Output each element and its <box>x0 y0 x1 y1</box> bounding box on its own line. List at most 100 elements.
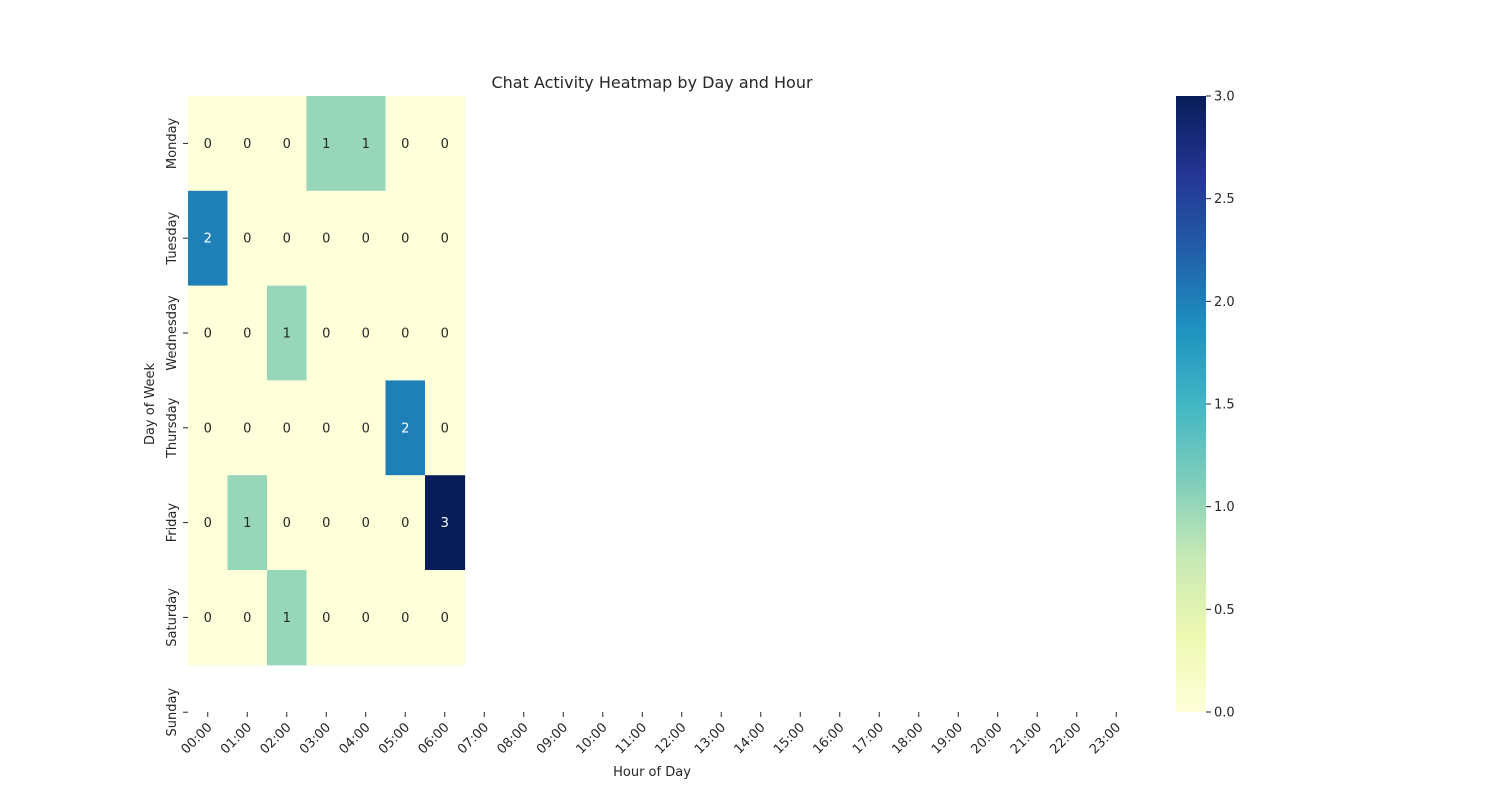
heatmap-cell <box>425 190 466 287</box>
heatmap-cell <box>267 190 308 287</box>
cell-value-label: 0 <box>243 327 251 342</box>
x-tick-label: 22:00 <box>1047 720 1084 757</box>
colorbar-tick-label: 3.0 <box>1214 90 1235 105</box>
x-tick-label: 05:00 <box>376 720 413 757</box>
cell-value-label: 0 <box>322 232 330 247</box>
heatmap-cell <box>267 570 308 666</box>
heatmap-cell <box>227 190 268 287</box>
colorbar-tick-label: 0.5 <box>1214 603 1235 618</box>
cell-value-label: 0 <box>441 421 449 436</box>
x-tick-label: 23:00 <box>1087 720 1124 757</box>
cell-value-label: 0 <box>401 611 409 626</box>
cell-value-label: 0 <box>441 232 449 247</box>
cell-value-label: 0 <box>204 611 212 626</box>
y-tick-label: Thursday <box>165 397 180 459</box>
colorbar-gradient <box>1176 96 1206 712</box>
heatmap-cell <box>306 190 347 287</box>
heatmap-cell <box>346 570 387 666</box>
x-tick-label: 00:00 <box>178 720 215 757</box>
heatmap-cell <box>306 285 347 381</box>
x-tick-label: 14:00 <box>731 720 768 757</box>
cell-value-label: 1 <box>283 327 291 342</box>
heatmap-cell <box>385 380 426 476</box>
cell-value-label: 0 <box>401 327 409 342</box>
heatmap-cell <box>346 285 387 381</box>
colorbar: 0.0 0.5 1.0 1.5 2.0 2.5 3.0 <box>1176 90 1235 721</box>
heatmap-cell <box>267 96 308 192</box>
heatmap-cell <box>267 380 308 476</box>
x-tick-label: 10:00 <box>573 720 610 757</box>
cell-value-label: 0 <box>204 516 212 531</box>
x-tick-label: 09:00 <box>534 720 571 757</box>
heatmap-cell <box>227 96 268 192</box>
colorbar-ticks: 0.0 0.5 1.0 1.5 2.0 2.5 3.0 <box>1206 90 1235 721</box>
heatmap-cell <box>188 380 229 476</box>
heatmap-cell <box>188 190 229 287</box>
cell-value-label: 0 <box>362 232 370 247</box>
cell-value-label: 0 <box>401 137 409 152</box>
heatmap-cell <box>385 190 426 287</box>
cell-value-label: 0 <box>204 421 212 436</box>
y-tick-label: Tuesday <box>165 211 180 265</box>
heatmap-cell <box>188 570 229 666</box>
cell-value-label: 2 <box>204 232 212 247</box>
heatmap-cell <box>306 380 347 476</box>
cell-value-label: 0 <box>362 327 370 342</box>
cell-value-label: 0 <box>441 611 449 626</box>
colorbar-tick-label: 2.0 <box>1214 295 1235 310</box>
x-axis-ticks: 00:00 01:00 02:00 03:00 04:00 05:00 06:00 07:00… <box>178 712 1124 757</box>
heatmap-cell <box>188 96 229 192</box>
cell-value-label: 0 <box>322 516 330 531</box>
cell-value-label: 0 <box>283 137 291 152</box>
cell-value-label: 0 <box>283 421 291 436</box>
x-tick-label: 13:00 <box>692 720 729 757</box>
colorbar-tick-label: 0.0 <box>1214 706 1235 721</box>
cell-value-label: 0 <box>401 232 409 247</box>
x-tick-label: 11:00 <box>613 720 650 757</box>
x-axis-label: Hour of Day <box>613 765 691 780</box>
cell-value-label: 0 <box>204 327 212 342</box>
cell-value-label: 0 <box>362 516 370 531</box>
cell-value-label: 1 <box>243 516 251 531</box>
x-tick-label: 19:00 <box>929 720 966 757</box>
y-tick-label: Sunday <box>165 688 180 737</box>
y-tick-label: Wednesday <box>165 295 180 371</box>
heatmap-cell <box>188 475 229 571</box>
x-tick-label: 20:00 <box>968 720 1005 757</box>
cell-value-label: 0 <box>322 327 330 342</box>
heatmap-cell <box>306 475 347 571</box>
x-tick-label: 03:00 <box>297 720 334 757</box>
cell-value-label: 0 <box>362 421 370 436</box>
y-tick-label: Friday <box>165 503 180 543</box>
colorbar-tick-label: 1.5 <box>1214 398 1235 413</box>
y-tick-label: Saturday <box>165 588 180 647</box>
cell-value-label: 0 <box>322 611 330 626</box>
heatmap-cell <box>227 285 268 381</box>
x-tick-label: 08:00 <box>494 720 531 757</box>
cell-value-label: 0 <box>243 611 251 626</box>
cell-value-label: 0 <box>243 232 251 247</box>
heatmap-cell <box>267 285 308 381</box>
heatmap-cell <box>188 285 229 381</box>
x-tick-label: 18:00 <box>889 720 926 757</box>
heatmap-cell <box>306 570 347 666</box>
cell-value-label: 0 <box>401 516 409 531</box>
cell-value-label: 0 <box>283 516 291 531</box>
x-tick-label: 21:00 <box>1008 720 1045 757</box>
heatmap-cell <box>267 475 308 571</box>
heatmap-cell <box>346 475 387 571</box>
heatmap-cell <box>227 475 268 571</box>
heatmap-cell <box>385 285 426 381</box>
heatmap-cell <box>346 380 387 476</box>
x-tick-label: 04:00 <box>336 720 373 757</box>
heatmap-cell <box>385 96 426 192</box>
cell-value-label: 0 <box>322 421 330 436</box>
chart-title: Chat Activity Heatmap by Day and Hour <box>491 73 813 92</box>
x-tick-label: 12:00 <box>652 720 689 757</box>
cell-value-label: 0 <box>441 327 449 342</box>
x-tick-label: 16:00 <box>810 720 847 757</box>
x-tick-label: 06:00 <box>415 720 452 757</box>
heatmap-cell <box>425 285 466 381</box>
cell-value-label: 0 <box>243 421 251 436</box>
